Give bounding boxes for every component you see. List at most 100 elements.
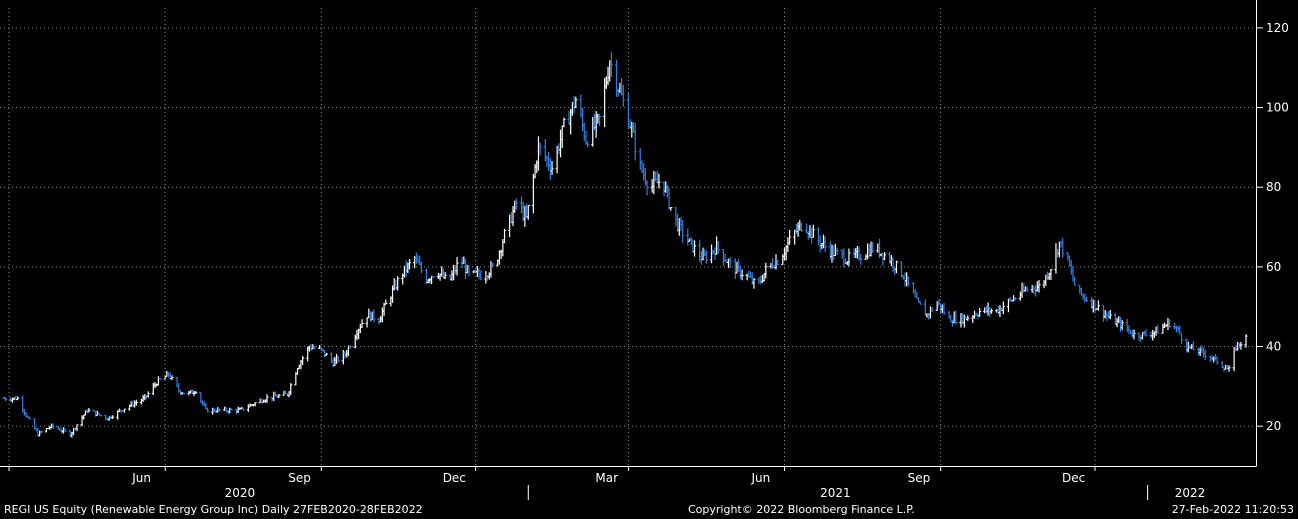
price-bar bbox=[455, 256, 459, 276]
price-bar bbox=[134, 399, 138, 406]
price-bar bbox=[39, 430, 43, 434]
price-bar bbox=[799, 222, 804, 232]
price-bar bbox=[407, 258, 412, 270]
price-bar bbox=[1084, 296, 1089, 302]
price-bar bbox=[859, 254, 863, 266]
price-bar bbox=[716, 241, 720, 254]
price-bar bbox=[918, 301, 922, 305]
x-axis: MarJunSepDecMarJunSepDec202020212022 bbox=[0, 466, 1257, 500]
price-bar bbox=[32, 418, 37, 430]
price-bar bbox=[1227, 365, 1231, 372]
price-bar bbox=[728, 256, 732, 268]
price-bar bbox=[312, 346, 317, 350]
price-bar bbox=[1001, 301, 1005, 315]
price-bar bbox=[633, 122, 637, 161]
y-axis: 20 40 60 80 100 120 bbox=[1256, 0, 1289, 466]
price-bar bbox=[657, 173, 661, 189]
price-bar bbox=[104, 414, 108, 421]
price-bar bbox=[645, 180, 649, 196]
x-year-label: 2020 bbox=[225, 486, 256, 500]
price-bar bbox=[835, 247, 839, 256]
price-bar bbox=[384, 299, 388, 305]
price-bar bbox=[811, 224, 815, 239]
x-tick-label: Sep bbox=[908, 471, 931, 485]
x-tick-label: Mar bbox=[595, 471, 618, 485]
x-tick-label: Dec bbox=[1062, 471, 1085, 485]
price-bar bbox=[823, 236, 827, 253]
price-bar bbox=[942, 302, 946, 316]
price-bar bbox=[348, 344, 352, 349]
price-bar bbox=[954, 310, 958, 325]
price-bar bbox=[847, 248, 851, 267]
price-bar bbox=[336, 355, 340, 363]
price-bar bbox=[491, 262, 495, 268]
price-bar bbox=[562, 117, 566, 128]
price-bar bbox=[1037, 280, 1041, 293]
footer-security-description: REGI US Equity (Renewable Energy Group I… bbox=[4, 503, 423, 516]
y-tick-label: 80 bbox=[1266, 180, 1281, 194]
price-bar bbox=[923, 299, 927, 316]
price-bar bbox=[574, 96, 578, 108]
price-bar bbox=[217, 408, 222, 412]
price-bar bbox=[431, 275, 435, 278]
price-bar bbox=[194, 391, 198, 394]
price-bar bbox=[1203, 349, 1207, 361]
price-bar bbox=[1108, 309, 1112, 320]
price-bar bbox=[360, 319, 364, 328]
price-bar bbox=[396, 276, 400, 291]
price-bar bbox=[1061, 237, 1065, 258]
price-bar bbox=[15, 396, 20, 401]
price-bar bbox=[63, 427, 67, 433]
footer-timestamp: 27-Feb-2022 11:20:53 bbox=[1171, 503, 1294, 516]
price-bar bbox=[930, 306, 934, 313]
price-bar bbox=[419, 261, 423, 274]
price-bar bbox=[550, 160, 554, 175]
price-bar bbox=[1179, 333, 1184, 345]
price-bar bbox=[467, 264, 471, 277]
price-bar bbox=[170, 375, 174, 380]
price-bar bbox=[609, 51, 614, 77]
price-bar bbox=[1025, 286, 1029, 293]
price-bar bbox=[206, 407, 210, 413]
price-bar bbox=[882, 252, 887, 261]
price-bar bbox=[99, 414, 103, 417]
price-bar bbox=[1239, 341, 1243, 350]
price-bar bbox=[1191, 341, 1196, 351]
price-bar bbox=[1156, 324, 1160, 334]
price-bar bbox=[365, 317, 369, 328]
price-bar bbox=[681, 220, 685, 243]
price-bar bbox=[229, 408, 233, 411]
price-bar bbox=[1168, 319, 1172, 328]
price-bar bbox=[531, 173, 535, 214]
y-tick-label: 20 bbox=[1266, 419, 1281, 433]
price-bar bbox=[514, 198, 519, 210]
price-bar bbox=[1049, 268, 1053, 280]
price-bar bbox=[122, 408, 127, 413]
price-bar bbox=[110, 415, 115, 419]
price-bars bbox=[2, 51, 1248, 438]
price-bar bbox=[75, 424, 79, 432]
price-bar bbox=[265, 394, 269, 403]
price-bar bbox=[776, 259, 780, 266]
price-bar bbox=[4, 397, 8, 402]
price-bar bbox=[301, 356, 305, 366]
price-bar bbox=[146, 391, 150, 398]
price-bar bbox=[597, 114, 602, 127]
price-bar bbox=[479, 270, 483, 281]
price-bar bbox=[502, 228, 507, 244]
chart-grid bbox=[0, 8, 1256, 466]
price-bar bbox=[87, 407, 91, 413]
price-bar bbox=[1054, 243, 1058, 274]
price-bar bbox=[752, 278, 756, 289]
price-bar bbox=[704, 250, 709, 264]
price-bar bbox=[51, 423, 55, 429]
price-bar bbox=[1120, 319, 1124, 331]
x-tick-label: Jun bbox=[750, 471, 770, 485]
price-bar bbox=[686, 228, 690, 246]
price-bar bbox=[27, 416, 32, 420]
price-bar bbox=[1132, 329, 1136, 340]
price-bar bbox=[621, 84, 625, 107]
price-bar bbox=[894, 260, 899, 274]
price-bar bbox=[740, 269, 744, 281]
